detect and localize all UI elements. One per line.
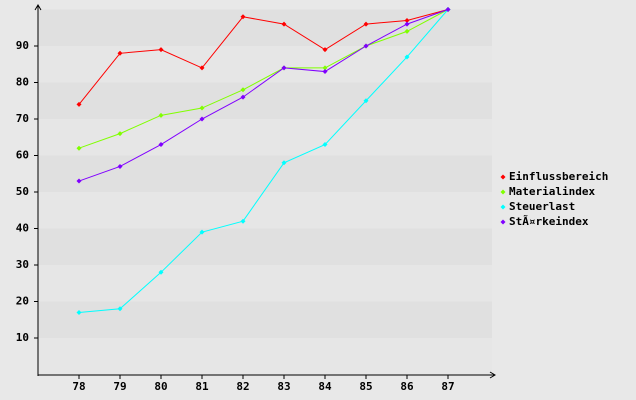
legend-marker [500,174,506,180]
point [404,21,410,27]
point [240,218,246,224]
y-tick-label: 20 [16,295,29,308]
series-line [78,9,449,149]
grid-band [38,301,492,338]
plot [76,7,451,315]
series-line [78,9,449,313]
point [76,178,82,184]
point [322,47,328,53]
legend-label: Materialindex [509,185,595,198]
y-tick-label: 10 [16,331,29,344]
point [158,112,164,118]
x-tick-label: 81 [195,380,209,393]
grid-band [38,265,492,302]
plot-bands [38,9,492,375]
point [117,131,123,137]
point [158,269,164,275]
point [117,163,123,169]
series-line [78,9,449,182]
point [363,21,369,27]
grid-band [38,155,492,192]
point [76,309,82,315]
legend-marker [500,189,506,195]
legend-marker [500,219,506,225]
point [199,105,205,111]
point [363,43,369,49]
point [281,65,287,71]
point [322,69,328,75]
grid-band [38,192,492,229]
point [76,145,82,151]
point [281,21,287,27]
point [240,87,246,93]
series-line [78,9,449,105]
legend-label: StÃ¤rkeindex [509,215,589,228]
y-tick-label: 90 [16,39,29,52]
y-tick-label: 50 [16,185,29,198]
point [240,14,246,20]
point [76,101,82,107]
point [281,160,287,166]
grid-band [38,82,492,119]
x-tick-label: 78 [72,380,85,393]
point [404,17,410,23]
point [117,50,123,56]
point [199,116,205,122]
point [158,47,164,53]
legend-label: Steuerlast [509,200,575,213]
x-tick-label: 80 [154,380,167,393]
grid-band [38,9,492,46]
grid-band [38,46,492,83]
x-tick-label: 84 [318,380,332,393]
x-axis-arrow [489,371,496,379]
x-tick-label: 83 [277,380,290,393]
point [199,229,205,235]
legend-label: Einflussbereich [509,170,608,183]
point [363,98,369,104]
y-tick-label: 40 [16,222,29,235]
y-tick-label: 30 [16,258,29,271]
point [158,142,164,148]
point [322,142,328,148]
x-tick-label: 82 [236,380,249,393]
point [117,306,123,312]
point [322,65,328,71]
x-tick-label: 79 [113,380,126,393]
point [199,65,205,71]
y-tick-label: 70 [16,112,29,125]
point [404,54,410,60]
y-tick-label: 80 [16,76,29,89]
grid-band [38,338,492,375]
x-tick-label: 86 [400,380,414,393]
legend-marker [500,204,506,210]
grid-band [38,228,492,265]
x-tick-label: 85 [359,380,372,393]
point [404,28,410,34]
grid-band [38,119,492,156]
point [240,94,246,100]
x-tick-label: 87 [441,380,454,393]
point [445,7,451,12]
y-axis-arrow [34,4,42,11]
y-tick-label: 60 [16,149,29,162]
